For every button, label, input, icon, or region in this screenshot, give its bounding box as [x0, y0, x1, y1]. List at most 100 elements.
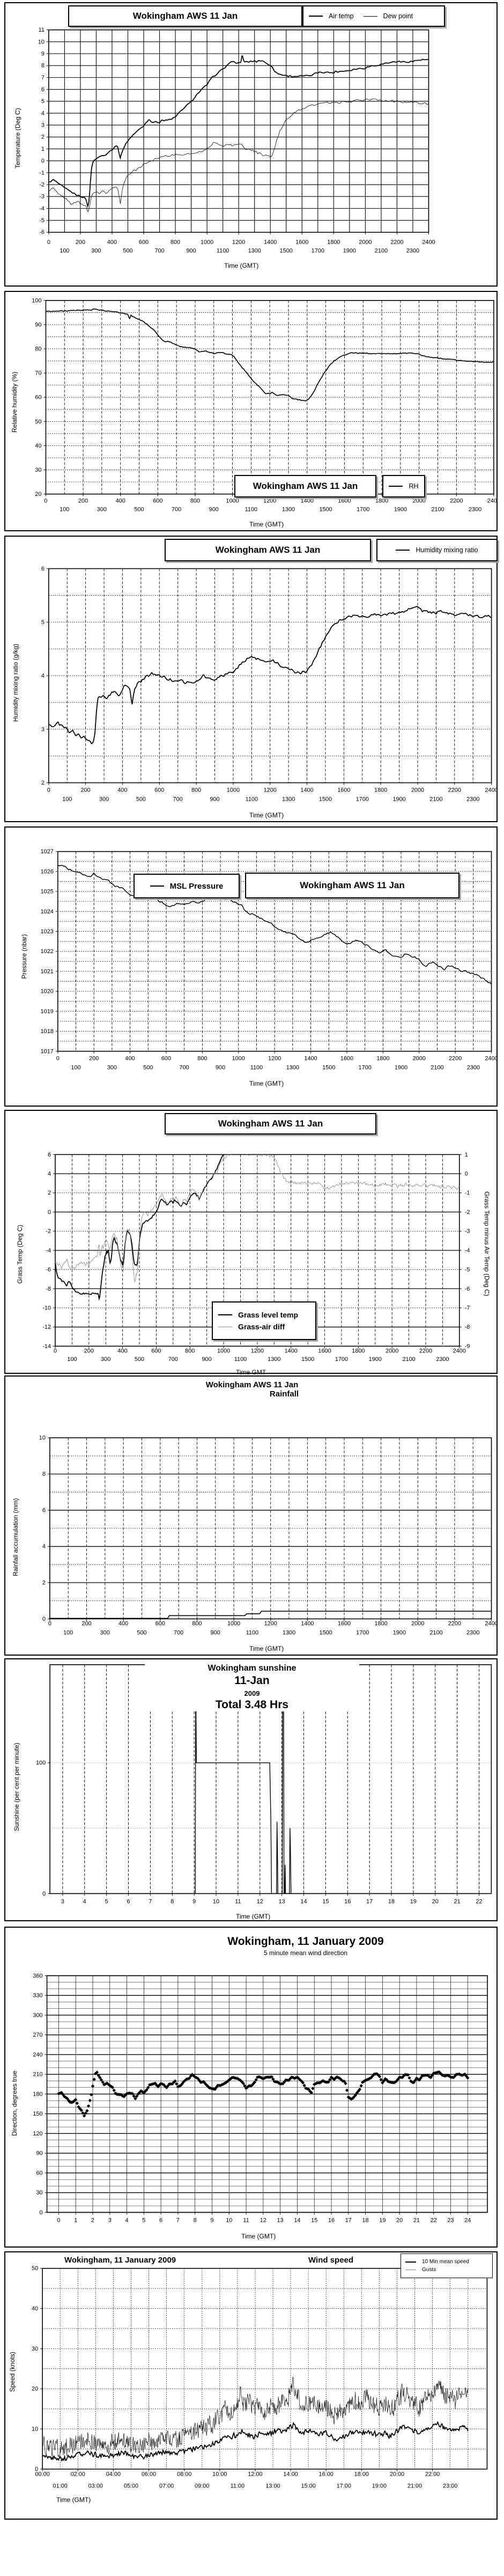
legend-item-grass-temp: Grass level temp	[218, 1311, 298, 1319]
svg-text:5: 5	[105, 1898, 108, 1905]
svg-text:80: 80	[35, 346, 41, 353]
x-axis-label-sun: Time (GMT)	[236, 1913, 271, 1920]
svg-text:2: 2	[41, 134, 45, 141]
svg-text:-4: -4	[46, 1247, 51, 1254]
svg-text:1800: 1800	[376, 1056, 389, 1062]
legend-grass: Grass level temp Grass-air diff	[212, 1301, 316, 1340]
svg-text:200: 200	[76, 239, 85, 246]
svg-text:1800: 1800	[375, 497, 388, 504]
svg-text:7: 7	[41, 75, 45, 81]
svg-text:800: 800	[197, 1056, 207, 1062]
panel-mixing-ratio: 6 5 4 3 2 0 200 400 600 800 1000 1200 1400 1600 1800 20…	[4, 536, 498, 822]
svg-text:12:00: 12:00	[248, 2471, 262, 2478]
svg-text:300: 300	[101, 1356, 110, 1363]
svg-text:1000: 1000	[227, 1620, 240, 1627]
svg-text:500: 500	[143, 1065, 153, 1071]
legend-item-grass-air-diff: Grass-air diff	[218, 1322, 285, 1331]
sunshine-total: Total 3.48 Hrs	[215, 1699, 289, 1711]
chart-title: Wokingham, 11 January 2009	[227, 1935, 384, 1948]
chart-title: Wokingham AWS 11 Jan	[218, 1118, 323, 1129]
svg-text:1900: 1900	[393, 1629, 406, 1636]
y-axis-label-sun: Sunshine (per cent per minute)	[13, 1743, 20, 1831]
svg-text:1600: 1600	[338, 1620, 351, 1627]
svg-text:1200: 1200	[232, 239, 245, 246]
chart-subtitle: Rainfall	[269, 1389, 299, 1399]
legend-item-rh: RH	[389, 482, 419, 490]
panel-relative-humidity: 100 90 80 70 60 50 40 30 20 0 200 400 600 800 1000 1200…	[4, 291, 498, 531]
x-axis-label-rh: Time (GMT)	[249, 521, 284, 528]
svg-text:-2: -2	[46, 1228, 51, 1235]
chart-subtitle: 5 minute mean wind direction	[263, 1949, 348, 1957]
svg-text:4: 4	[83, 1898, 86, 1905]
svg-text:100: 100	[36, 1760, 46, 1766]
svg-text:1700: 1700	[357, 506, 369, 513]
svg-text:700: 700	[174, 1629, 183, 1636]
svg-text:17: 17	[366, 1898, 373, 1905]
panel-wind-direction: 360 330 300 270 240 210 180 150 120 90 60 30 0 0 1 2 3 4 5…	[4, 1927, 498, 2248]
legend-label-grass-temp: Grass level temp	[238, 1311, 299, 1319]
svg-text:0: 0	[40, 2209, 43, 2216]
pressure-line-swatch	[150, 885, 164, 887]
svg-text:1025: 1025	[41, 889, 54, 895]
svg-text:4: 4	[48, 1171, 51, 1177]
svg-text:300: 300	[91, 247, 101, 254]
svg-text:2400: 2400	[485, 1620, 496, 1627]
title-box-rh: Wokingham AWS 11 Jan	[234, 475, 376, 497]
svg-text:1100: 1100	[246, 796, 258, 802]
svg-text:400: 400	[117, 787, 127, 793]
svg-text:1: 1	[465, 1152, 468, 1158]
svg-text:1000: 1000	[201, 239, 213, 246]
chart-title-wind-speed: Wind speed	[308, 2256, 378, 2265]
svg-text:21:00: 21:00	[407, 2483, 422, 2489]
legend-mix: Humidity mixing ratio	[376, 539, 498, 561]
svg-text:1000: 1000	[217, 1348, 230, 1354]
svg-text:7: 7	[149, 1898, 152, 1905]
svg-text:150: 150	[33, 2111, 42, 2117]
svg-text:1800: 1800	[327, 239, 340, 246]
svg-text:2300: 2300	[436, 1356, 449, 1363]
svg-text:900: 900	[211, 1629, 220, 1636]
svg-text:03:00: 03:00	[88, 2483, 103, 2489]
svg-text:-9: -9	[465, 1343, 470, 1350]
svg-text:-5: -5	[465, 1267, 470, 1273]
svg-text:120: 120	[33, 2131, 42, 2137]
svg-text:1700: 1700	[359, 1065, 372, 1071]
svg-text:06:00: 06:00	[142, 2471, 156, 2478]
svg-text:1100: 1100	[217, 247, 229, 254]
svg-text:600: 600	[151, 1348, 161, 1354]
svg-text:60: 60	[35, 394, 41, 401]
svg-text:-4: -4	[465, 1247, 470, 1254]
svg-text:2100: 2100	[431, 506, 444, 513]
svg-text:20: 20	[32, 2386, 38, 2392]
svg-text:700: 700	[154, 247, 164, 254]
svg-text:1700: 1700	[312, 247, 324, 254]
svg-text:360: 360	[33, 1973, 42, 1979]
y-axis-label-temp: Temperature (Deg C)	[14, 108, 21, 169]
svg-text:11: 11	[39, 27, 45, 33]
svg-text:00:00: 00:00	[35, 2471, 49, 2478]
svg-text:5: 5	[41, 98, 45, 105]
svg-text:2200: 2200	[449, 1056, 462, 1062]
svg-text:22: 22	[431, 2217, 437, 2223]
svg-text:1100: 1100	[250, 1065, 263, 1071]
svg-text:9: 9	[192, 1898, 196, 1905]
svg-text:800: 800	[190, 497, 200, 504]
svg-text:2100: 2100	[375, 247, 388, 254]
svg-text:1024: 1024	[41, 909, 54, 915]
svg-text:300: 300	[100, 1629, 110, 1636]
svg-text:1300: 1300	[286, 1065, 299, 1071]
svg-text:0: 0	[465, 1171, 468, 1177]
svg-text:2000: 2000	[411, 787, 424, 793]
svg-text:2300: 2300	[469, 506, 481, 513]
svg-text:2100: 2100	[429, 796, 442, 802]
title-block-dir: Wokingham, 11 January 2009 5 minute mean…	[166, 1935, 445, 1957]
svg-text:2200: 2200	[448, 1620, 461, 1627]
svg-text:1200: 1200	[264, 787, 277, 793]
svg-text:1: 1	[41, 146, 45, 152]
svg-text:18: 18	[388, 1898, 395, 1905]
svg-text:3: 3	[108, 2217, 112, 2223]
legend-label-gusts: Gusts	[422, 2267, 436, 2273]
legend-rh: RH	[382, 475, 425, 497]
y-axis-label-grass-right: Grass Temp minus Air Temp (Deg C)	[483, 1191, 491, 1296]
svg-text:4: 4	[41, 110, 45, 116]
